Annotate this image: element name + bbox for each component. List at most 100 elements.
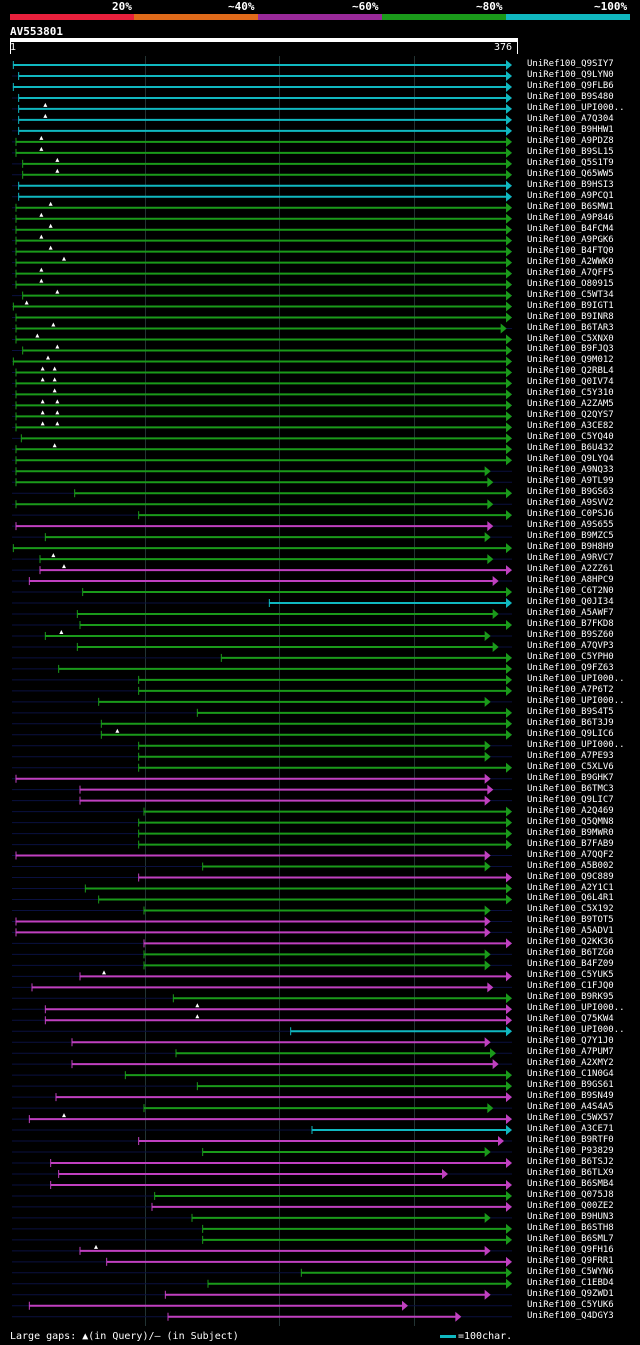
- hit-label[interactable]: UniRef100_C5WYN6: [527, 1266, 614, 1277]
- hit-label[interactable]: UniRef100_Q9C889: [527, 871, 614, 882]
- hit-label[interactable]: UniRef100_A9P846: [527, 212, 614, 223]
- hit-label[interactable]: UniRef100_B6SMW1: [527, 201, 614, 212]
- hit-label[interactable]: UniRef100_B9GHK7: [527, 772, 614, 783]
- hit-label[interactable]: UniRef100_UPI000..: [527, 695, 625, 706]
- hit-label[interactable]: UniRef100_B9HHW1: [527, 124, 614, 135]
- hit-label[interactable]: UniRef100_B6SML7: [527, 1233, 614, 1244]
- hit-label[interactable]: UniRef100_A9NQ33: [527, 465, 614, 476]
- hit-label[interactable]: UniRef100_C0PSJ6: [527, 509, 614, 520]
- hit-label[interactable]: UniRef100_Q75KW4: [527, 1014, 614, 1025]
- hit-label[interactable]: UniRef100_C1EBD4: [527, 1277, 614, 1288]
- hit-label[interactable]: UniRef100_Q2QYS7: [527, 410, 614, 421]
- hit-label[interactable]: UniRef100_C5XNX0: [527, 333, 614, 344]
- hit-label[interactable]: UniRef100_C5YPH0: [527, 651, 614, 662]
- hit-label[interactable]: UniRef100_A2Q469: [527, 805, 614, 816]
- hit-label[interactable]: UniRef100_B9S480: [527, 91, 614, 102]
- hit-label[interactable]: UniRef100_C1N0G4: [527, 1069, 614, 1080]
- hit-label[interactable]: UniRef100_B9H8H9: [527, 542, 614, 553]
- hit-label[interactable]: UniRef100_A9S655: [527, 520, 614, 531]
- hit-label[interactable]: UniRef100_B9HSI3: [527, 179, 614, 190]
- hit-label[interactable]: UniRef100_B9GS61: [527, 1080, 614, 1091]
- hit-label[interactable]: UniRef100_B9S4T5: [527, 706, 614, 717]
- hit-label[interactable]: UniRef100_Q9LYN0: [527, 69, 614, 80]
- hit-label[interactable]: UniRef100_B6TMC3: [527, 783, 614, 794]
- hit-label[interactable]: UniRef100_Q5QMN8: [527, 816, 614, 827]
- hit-label[interactable]: UniRef100_A7PUM7: [527, 1047, 614, 1058]
- hit-label[interactable]: UniRef100_A9SVV2: [527, 498, 614, 509]
- hit-label[interactable]: UniRef100_Q65WW5: [527, 168, 614, 179]
- hit-label[interactable]: UniRef100_A2XMY2: [527, 1058, 614, 1069]
- hit-label[interactable]: UniRef100_C5WT34: [527, 289, 614, 300]
- hit-label[interactable]: UniRef100_Q9LIC6: [527, 728, 614, 739]
- hit-label[interactable]: UniRef100_B9RTF0: [527, 1135, 614, 1146]
- hit-label[interactable]: UniRef100_B7FKD8: [527, 618, 614, 629]
- hit-label[interactable]: UniRef100_C5Y310: [527, 388, 614, 399]
- hit-label[interactable]: UniRef100_P93829: [527, 1146, 614, 1157]
- hit-label[interactable]: UniRef100_B6TAR3: [527, 322, 614, 333]
- hit-label[interactable]: UniRef100_Q5S1T9: [527, 157, 614, 168]
- hit-label[interactable]: UniRef100_Q9ZWD1: [527, 1288, 614, 1299]
- hit-label[interactable]: UniRef100_B6T3J9: [527, 717, 614, 728]
- hit-label[interactable]: UniRef100_Q00ZE2: [527, 1200, 614, 1211]
- hit-label[interactable]: UniRef100_A9PGK6: [527, 234, 614, 245]
- hit-label[interactable]: UniRef100_A2WWK0: [527, 256, 614, 267]
- hit-label[interactable]: UniRef100_B9SZ60: [527, 629, 614, 640]
- hit-label[interactable]: UniRef100_B4FTQ0: [527, 245, 614, 256]
- hit-label[interactable]: UniRef100_Q9FZ63: [527, 662, 614, 673]
- hit-label[interactable]: UniRef100_B9GS63: [527, 487, 614, 498]
- hit-label[interactable]: UniRef100_UPI000..: [527, 1003, 625, 1014]
- hit-label[interactable]: UniRef100_Q2RBL4: [527, 366, 614, 377]
- hit-label[interactable]: UniRef100_A9PDZ8: [527, 135, 614, 146]
- hit-label[interactable]: UniRef100_A7QFF5: [527, 267, 614, 278]
- hit-label[interactable]: UniRef100_B9SL15: [527, 146, 614, 157]
- hit-label[interactable]: UniRef100_A4S4A5: [527, 1102, 614, 1113]
- hit-label[interactable]: UniRef100_A7PE93: [527, 750, 614, 761]
- hit-label[interactable]: UniRef100_Q9FRR1: [527, 1255, 614, 1266]
- hit-label[interactable]: UniRef100_UPI000..: [527, 739, 625, 750]
- hit-label[interactable]: UniRef100_B9MWR0: [527, 827, 614, 838]
- hit-label[interactable]: UniRef100_UPI000..: [527, 102, 625, 113]
- hit-label[interactable]: UniRef100_A7P6T2: [527, 684, 614, 695]
- hit-label[interactable]: UniRef100_A3CE71: [527, 1124, 614, 1135]
- hit-label[interactable]: UniRef100_C5YQ40: [527, 432, 614, 443]
- hit-label[interactable]: UniRef100_B6STH8: [527, 1222, 614, 1233]
- hit-label[interactable]: UniRef100_A5ADV1: [527, 926, 614, 937]
- hit-label[interactable]: UniRef100_Q9LIC7: [527, 794, 614, 805]
- hit-label[interactable]: UniRef100_Q6L4R1: [527, 893, 614, 904]
- hit-label[interactable]: UniRef100_B9IGT1: [527, 300, 614, 311]
- hit-label[interactable]: UniRef100_C5WX57: [527, 1113, 614, 1124]
- hit-label[interactable]: UniRef100_B9FJQ3: [527, 344, 614, 355]
- hit-label[interactable]: UniRef100_B4FCM4: [527, 223, 614, 234]
- hit-label[interactable]: UniRef100_B7FAB9: [527, 838, 614, 849]
- hit-label[interactable]: UniRef100_B9RK95: [527, 992, 614, 1003]
- hit-label[interactable]: UniRef100_A8HPC9: [527, 575, 614, 586]
- hit-label[interactable]: UniRef100_O80915: [527, 278, 614, 289]
- hit-label[interactable]: UniRef100_A9PCQ1: [527, 190, 614, 201]
- hit-label[interactable]: UniRef100_UPI000..: [527, 1025, 625, 1036]
- hit-label[interactable]: UniRef100_Q7Y1J0: [527, 1036, 614, 1047]
- hit-label[interactable]: UniRef100_B9MZC5: [527, 531, 614, 542]
- hit-label[interactable]: UniRef100_B9TOT5: [527, 915, 614, 926]
- hit-label[interactable]: UniRef100_Q9FLB6: [527, 80, 614, 91]
- hit-label[interactable]: UniRef100_B9SN49: [527, 1091, 614, 1102]
- hit-label[interactable]: UniRef100_Q075J8: [527, 1189, 614, 1200]
- hit-label[interactable]: UniRef100_A7QVP3: [527, 640, 614, 651]
- hit-label[interactable]: UniRef100_A5B002: [527, 860, 614, 871]
- hit-label[interactable]: UniRef100_A9RVC7: [527, 553, 614, 564]
- hit-label[interactable]: UniRef100_Q0JI34: [527, 597, 614, 608]
- hit-label[interactable]: UniRef100_A3CE82: [527, 421, 614, 432]
- hit-label[interactable]: UniRef100_A2ZZ61: [527, 564, 614, 575]
- hit-label[interactable]: UniRef100_B6TSJ2: [527, 1157, 614, 1167]
- hit-label[interactable]: UniRef100_C5YUK6: [527, 1299, 614, 1310]
- hit-label[interactable]: UniRef100_C6T2N0: [527, 586, 614, 597]
- hit-label[interactable]: UniRef100_Q9LYQ4: [527, 454, 614, 465]
- hit-label[interactable]: UniRef100_B9HUN3: [527, 1211, 614, 1222]
- hit-label[interactable]: UniRef100_C5X192: [527, 904, 614, 915]
- hit-label[interactable]: UniRef100_Q9M012: [527, 355, 614, 366]
- hit-label[interactable]: UniRef100_A2Y1C1: [527, 882, 614, 893]
- hit-label[interactable]: UniRef100_A9TL99: [527, 476, 614, 487]
- hit-label[interactable]: UniRef100_A2ZAM5: [527, 399, 614, 410]
- hit-label[interactable]: UniRef100_UPI000..: [527, 673, 625, 684]
- hit-label[interactable]: UniRef100_B6SMB4: [527, 1178, 614, 1189]
- hit-label[interactable]: UniRef100_A5AWF7: [527, 608, 614, 618]
